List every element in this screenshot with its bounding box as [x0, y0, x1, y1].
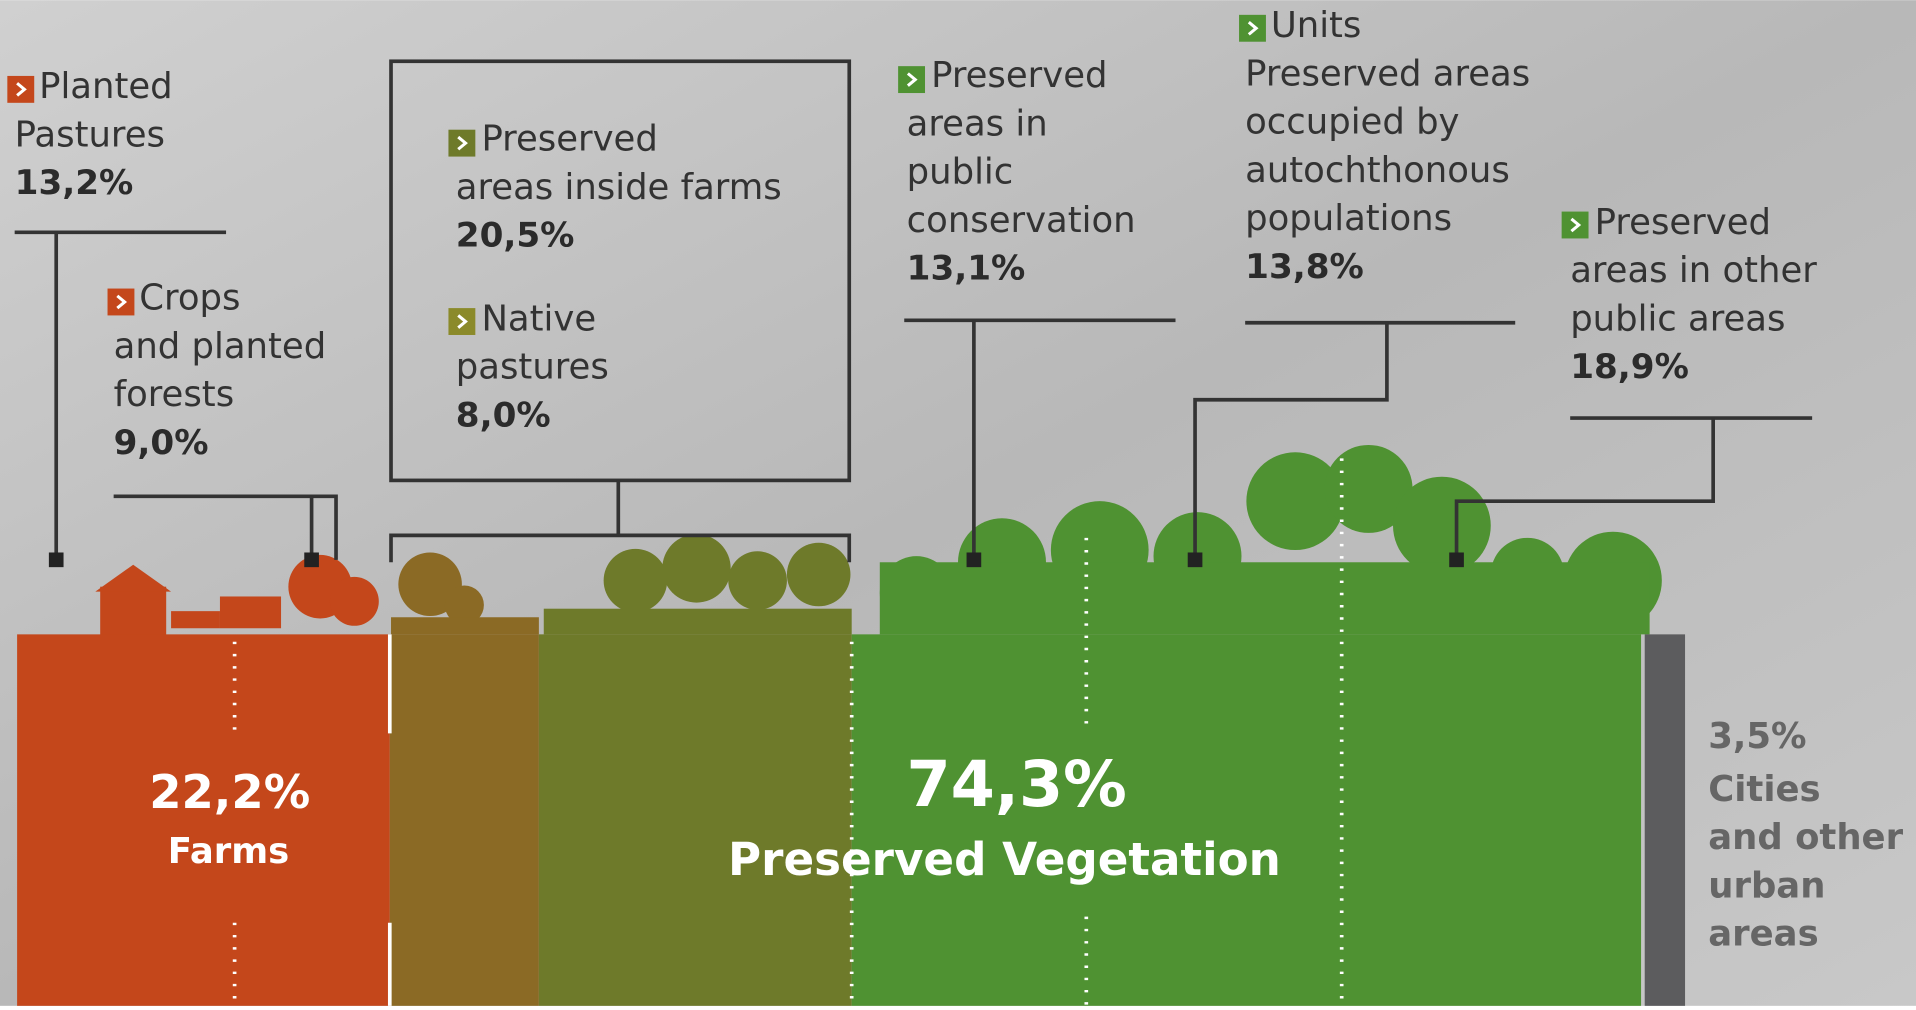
label-text: Preserved — [1595, 202, 1771, 243]
label-value: 13,2% — [15, 163, 134, 203]
label-text: conservation — [907, 200, 1136, 241]
label-value: 8,0% — [456, 395, 551, 435]
label-value: 18,9% — [1570, 347, 1689, 387]
label-marker — [898, 66, 925, 93]
label-marker — [448, 308, 475, 335]
label-marker — [1562, 212, 1589, 239]
label-value: 9,0% — [114, 423, 209, 463]
infographic: Planted Pastures 13,2% Crops and planted fore… — [0, 0, 1916, 1006]
farms-bar — [17, 634, 390, 1005]
native-pasture-bar — [390, 634, 539, 1005]
label-text: and planted — [114, 326, 327, 367]
label-marker — [7, 76, 34, 103]
label-marker — [1239, 15, 1266, 42]
label-text: public areas — [1570, 298, 1785, 339]
label-text: pastures — [456, 347, 609, 388]
label-value: 20,5% — [456, 216, 575, 256]
label-marker — [448, 130, 475, 157]
label-text: public — [907, 152, 1014, 193]
label-text: occupied by — [1245, 102, 1459, 143]
label-text: Units — [1271, 5, 1362, 46]
total-label: Preserved Vegetation — [728, 833, 1281, 886]
label-text: Preserved — [931, 55, 1107, 96]
total-label: urban — [1708, 865, 1825, 906]
label-text: Native — [481, 298, 596, 339]
label-value: 13,1% — [907, 249, 1026, 289]
label-text: autochthonous — [1245, 150, 1510, 191]
label-text: forests — [114, 374, 235, 415]
label-value: 13,8% — [1245, 247, 1364, 287]
label-text: Pastures — [15, 114, 165, 155]
total-value: 74,3% — [906, 747, 1126, 821]
label-text: areas inside farms — [456, 167, 782, 208]
total-value: 3,5% — [1708, 716, 1806, 757]
total-label: areas — [1708, 914, 1818, 955]
label-text: Preserved — [481, 119, 657, 160]
label-marker — [108, 289, 135, 316]
total-value: 22,2% — [149, 765, 310, 819]
farm-preserved-bar — [539, 634, 852, 1005]
total-label: Cities — [1708, 769, 1820, 810]
label-text: Crops — [139, 278, 240, 319]
label-text: Planted — [39, 66, 173, 107]
label-text: areas in — [907, 103, 1048, 144]
label-text: areas in other — [1570, 250, 1817, 291]
label-text: Preserved areas — [1245, 53, 1530, 94]
urban-bar — [1645, 634, 1685, 1005]
total-label: Farms — [168, 831, 290, 872]
label-text: populations — [1245, 198, 1452, 239]
total-label: and other — [1708, 817, 1903, 858]
